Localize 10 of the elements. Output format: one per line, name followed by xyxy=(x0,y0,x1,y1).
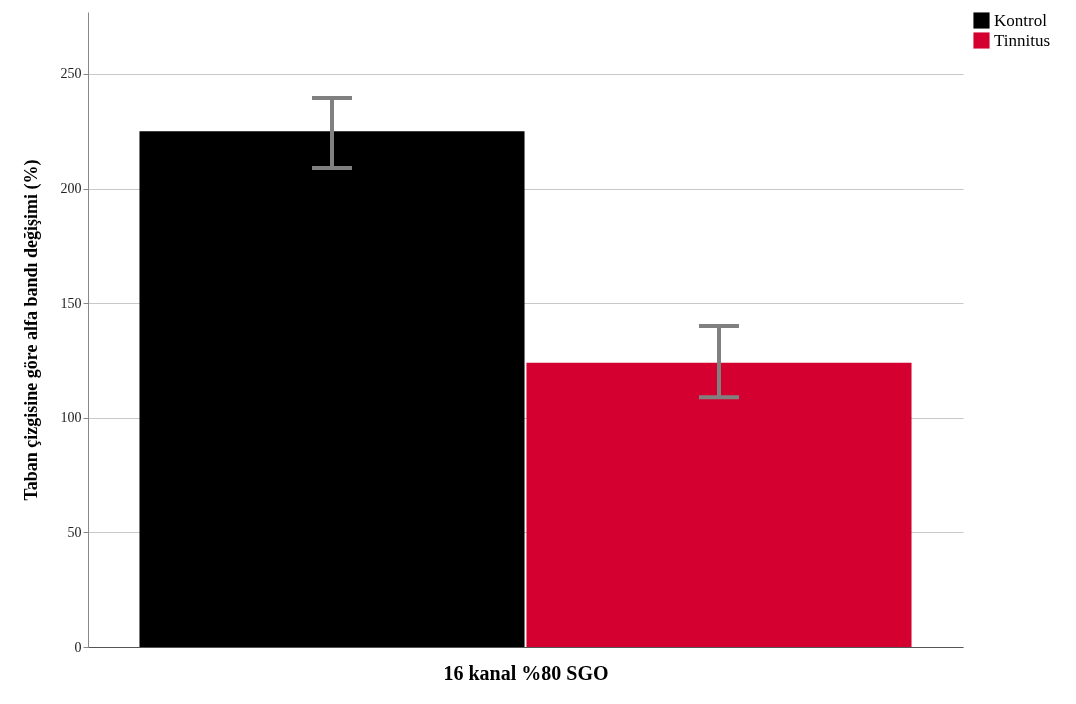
y-tick-label: 0 xyxy=(74,639,82,655)
y-tick-label: 150 xyxy=(60,295,82,311)
x-axis-title: 16 kanal %80 SGO xyxy=(443,661,609,684)
y-tick-label: 200 xyxy=(60,181,82,197)
y-tick-label: 250 xyxy=(60,66,82,82)
y-tick-label: 100 xyxy=(60,410,82,426)
legend-label: Kontrol xyxy=(994,10,1048,30)
y-tick-label: 50 xyxy=(67,524,82,540)
y-axis-title: Taban çizgisine göre alfa bandı değişimi (%) xyxy=(20,159,42,501)
legend-label: Tinnitus xyxy=(994,30,1051,50)
